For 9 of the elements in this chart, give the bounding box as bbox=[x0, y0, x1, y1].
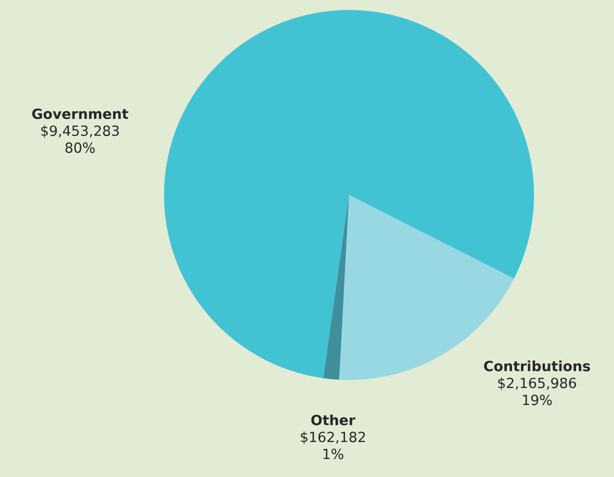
text: 1% bbox=[323, 448, 344, 460]
text: 80% bbox=[65, 142, 95, 153]
slice-label: Other bbox=[311, 414, 356, 426]
data-label: $9,453,283 bbox=[41, 125, 119, 138]
data-label: $162,182 bbox=[300, 431, 365, 444]
slice-label: Contributions bbox=[484, 360, 590, 372]
data-label: $2,165,986 bbox=[498, 377, 576, 390]
slice-label: Government bbox=[32, 108, 128, 120]
text: 19% bbox=[523, 394, 552, 406]
